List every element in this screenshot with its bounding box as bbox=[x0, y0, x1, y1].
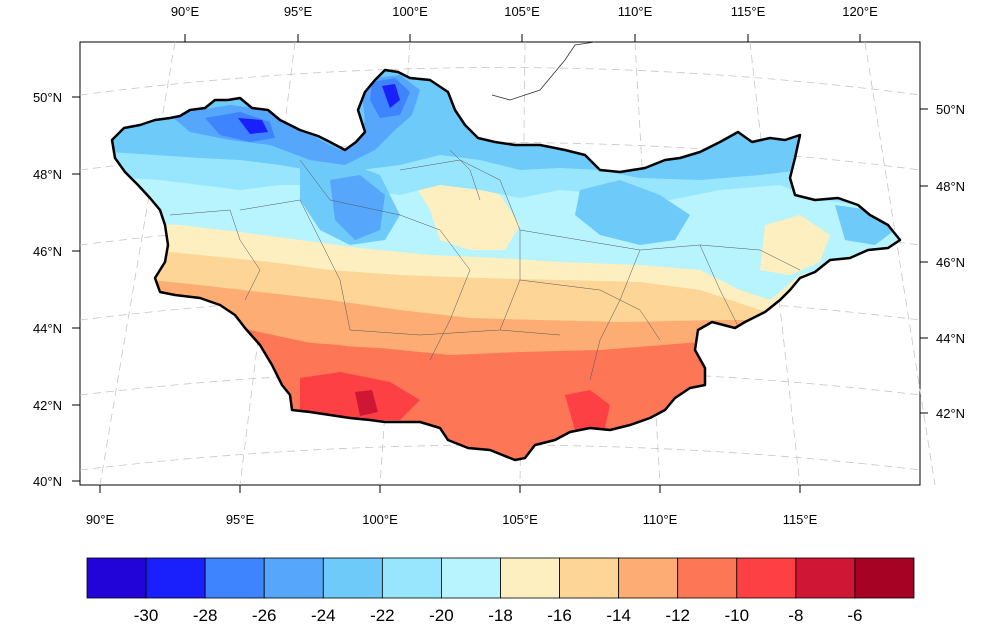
colorbar-box bbox=[854, 557, 915, 599]
colorbar-label: -22 bbox=[370, 606, 395, 625]
top-lon-label: 95°E bbox=[284, 4, 313, 19]
colorbar-box bbox=[204, 557, 265, 599]
colorbar-label: -30 bbox=[134, 606, 159, 625]
colorbar-label: -6 bbox=[847, 606, 862, 625]
colorbar-box bbox=[736, 557, 797, 599]
province-boundaries bbox=[169, 149, 801, 381]
left-lat-label: 40°N bbox=[33, 474, 62, 489]
band-minus8-core bbox=[355, 390, 378, 416]
top-lon-label: 110°E bbox=[618, 4, 653, 19]
colorbar-box bbox=[145, 557, 206, 599]
right-lat-label: 46°N bbox=[936, 255, 965, 270]
bottom-lon-label: 115°E bbox=[783, 512, 818, 527]
colorbar-label: -24 bbox=[311, 606, 336, 625]
band-minus30 bbox=[238, 118, 268, 134]
band-minus28 bbox=[205, 112, 275, 142]
colorbar-box bbox=[677, 557, 738, 599]
colorbar-label: -8 bbox=[788, 606, 803, 625]
colorbar: -30 -28 -26 -24 -22 -20 -18 -16 -14 -12 -10 -8 -6 bbox=[86, 557, 915, 625]
band-minus30-north bbox=[382, 84, 400, 108]
warm-patch-east bbox=[760, 215, 830, 275]
colorbar-label: -10 bbox=[725, 606, 750, 625]
colorbar-box bbox=[86, 557, 147, 599]
colorbar-label: -16 bbox=[547, 606, 572, 625]
left-lat-label: 42°N bbox=[33, 398, 62, 413]
top-lon-label: 100°E bbox=[392, 4, 428, 19]
bottom-lon-label: 100°E bbox=[362, 512, 398, 527]
bottom-lon-label: 95°E bbox=[226, 512, 255, 527]
band-minus26-lobe bbox=[330, 175, 385, 240]
river-line bbox=[491, 41, 596, 101]
cold-lobe-east bbox=[575, 180, 690, 245]
cold-lobe-far-east bbox=[835, 205, 895, 245]
colorbar-label: -12 bbox=[665, 606, 690, 625]
right-lat-label: 50°N bbox=[936, 102, 965, 117]
colorbar-box bbox=[322, 557, 383, 599]
top-lon-label: 115°E bbox=[731, 4, 766, 19]
left-lat-label: 48°N bbox=[33, 167, 62, 182]
left-lat-label: 50°N bbox=[33, 90, 62, 105]
band-minus10-southeast bbox=[565, 390, 610, 430]
colorbar-box bbox=[500, 557, 560, 599]
colorbar-box bbox=[263, 557, 324, 599]
colorbar-box bbox=[441, 557, 501, 599]
colorbar-label: -18 bbox=[488, 606, 513, 625]
left-lat-label: 44°N bbox=[33, 321, 62, 336]
right-lat-label: 42°N bbox=[936, 406, 965, 421]
right-lat-label: 44°N bbox=[936, 331, 965, 346]
colorbar-box bbox=[795, 557, 856, 599]
top-lon-label: 120°E bbox=[842, 4, 878, 19]
bottom-lon-label: 110°E bbox=[643, 512, 678, 527]
top-lon-label: 105°E bbox=[504, 4, 540, 19]
colorbar-label: -14 bbox=[606, 606, 631, 625]
right-latitude-labels: 50°N 48°N 46°N 44°N 42°N bbox=[936, 102, 965, 421]
colorbar-label: -20 bbox=[429, 606, 454, 625]
colorbar-label: -26 bbox=[252, 606, 277, 625]
left-lat-label: 46°N bbox=[33, 244, 62, 259]
country-boundary bbox=[110, 68, 902, 462]
bottom-longitude-labels: 90°E 95°E 100°E 105°E 110°E 115°E bbox=[86, 512, 818, 527]
left-latitude-labels: 50°N 48°N 46°N 44°N 42°N 40°N bbox=[33, 90, 62, 489]
bottom-lon-label: 90°E bbox=[86, 512, 115, 527]
colorbar-label: -28 bbox=[193, 606, 218, 625]
colorbar-box bbox=[381, 557, 442, 599]
top-longitude-labels: 90°E 95°E 100°E 105°E 110°E 115°E 120°E bbox=[171, 4, 878, 19]
bottom-lon-label: 105°E bbox=[502, 512, 538, 527]
top-lon-label: 90°E bbox=[171, 4, 200, 19]
right-lat-label: 48°N bbox=[936, 179, 965, 194]
axis-ticks bbox=[72, 34, 928, 493]
colorbar-box bbox=[559, 557, 620, 599]
colorbar-box bbox=[618, 557, 679, 599]
band-minus26 bbox=[170, 75, 420, 165]
